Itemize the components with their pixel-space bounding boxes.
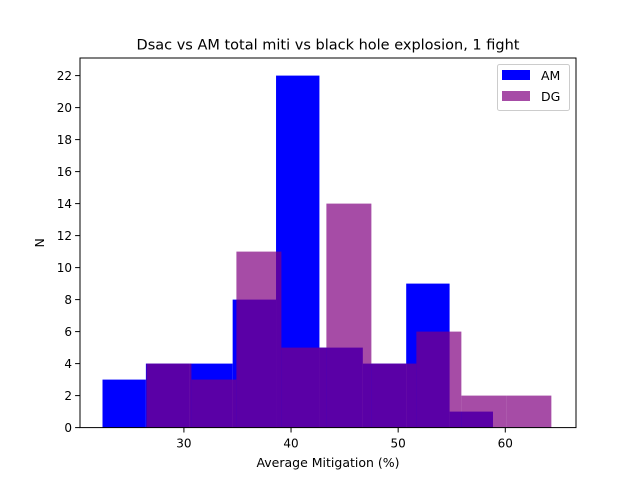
y-tick-label: 20 bbox=[57, 101, 72, 115]
y-axis-label: N bbox=[32, 238, 47, 247]
x-tick-label: 60 bbox=[498, 437, 513, 451]
legend-label-dg: DG bbox=[541, 89, 560, 104]
y-tick-label: 8 bbox=[64, 293, 72, 307]
bar-dg-3 bbox=[281, 347, 327, 428]
x-axis-label: Average Mitigation (%) bbox=[256, 455, 399, 470]
plot-frame bbox=[79, 57, 577, 429]
bar-dg-6 bbox=[416, 331, 462, 428]
bar-dg-8 bbox=[506, 395, 552, 428]
x-tick-label: 40 bbox=[283, 437, 298, 451]
bars-layer bbox=[102, 75, 552, 428]
chart-title: Dsac vs AM total miti vs black hole expl… bbox=[137, 38, 520, 54]
y-tick-label: 22 bbox=[57, 69, 72, 83]
y-tick-label: 6 bbox=[64, 325, 72, 339]
y-tick-label: 2 bbox=[64, 389, 72, 403]
bar-am-0 bbox=[102, 379, 146, 428]
y-tick-label: 14 bbox=[57, 197, 72, 211]
legend-swatch-am bbox=[502, 70, 530, 80]
y-tick-label: 10 bbox=[57, 261, 72, 275]
y-tick-label: 16 bbox=[57, 165, 72, 179]
bar-dg-2 bbox=[236, 251, 282, 428]
bar-dg-0 bbox=[146, 363, 192, 428]
y-tick-label: 18 bbox=[57, 133, 72, 147]
y-axis-ticks: 0 2 4 6 8 10 12 14 16 18 20 22 bbox=[57, 69, 80, 435]
bar-dg-1 bbox=[191, 379, 237, 428]
legend-label-am: AM bbox=[541, 68, 560, 83]
bar-dg-7 bbox=[461, 395, 507, 428]
x-tick-label: 50 bbox=[391, 437, 406, 451]
y-tick-label: 0 bbox=[64, 421, 72, 435]
bar-dg-4 bbox=[326, 203, 372, 428]
y-tick-label: 12 bbox=[57, 229, 72, 243]
y-tick-label: 4 bbox=[64, 357, 72, 371]
x-axis-ticks: 30 40 50 60 bbox=[176, 427, 513, 451]
x-tick-label: 30 bbox=[176, 437, 191, 451]
legend-swatch-dg bbox=[502, 91, 530, 101]
bar-dg-5 bbox=[371, 363, 417, 428]
legend: AM DG bbox=[497, 64, 570, 111]
